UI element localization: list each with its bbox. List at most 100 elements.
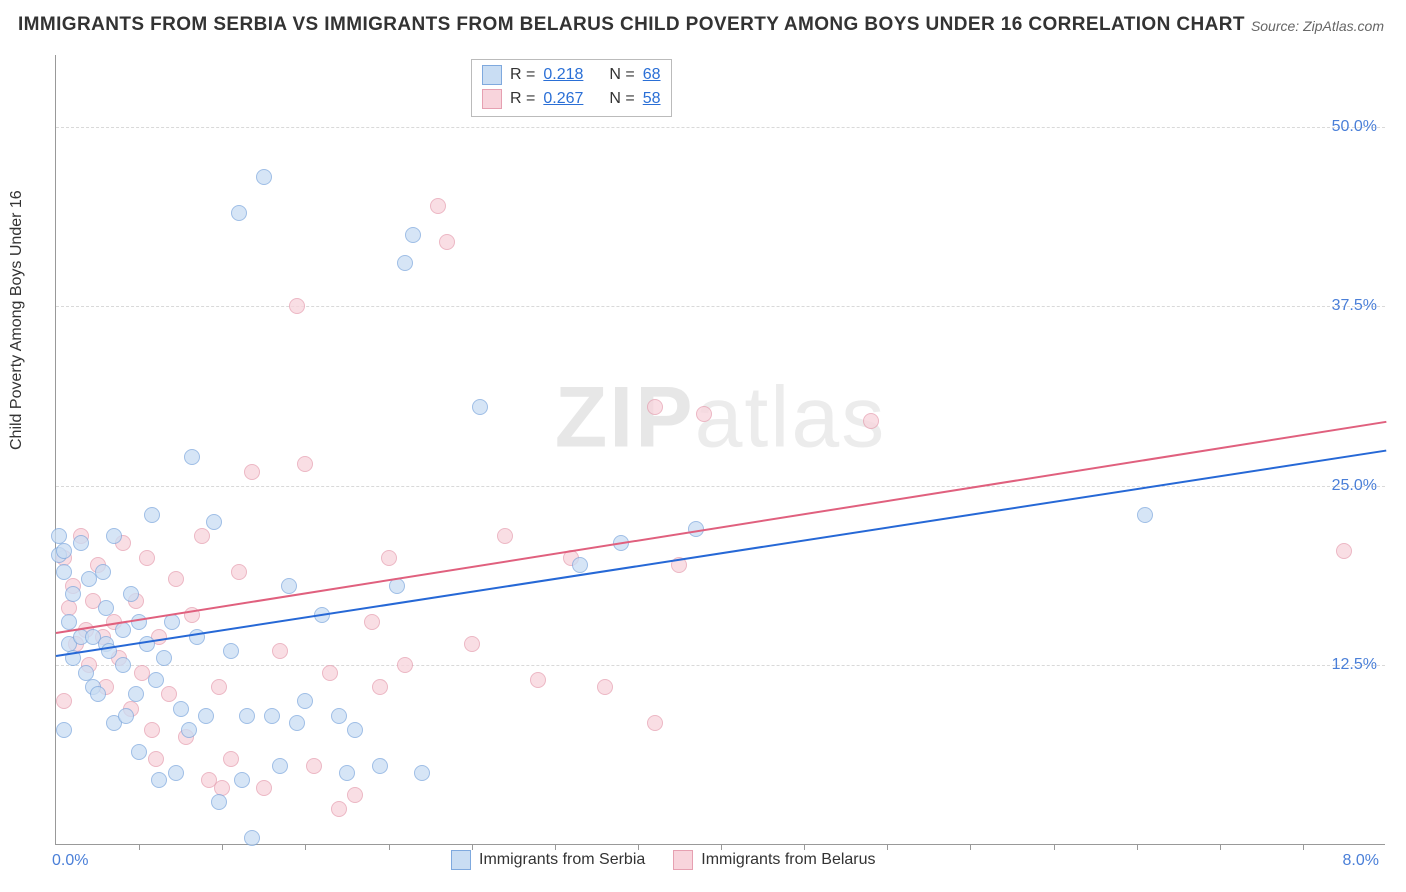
scatter-point-series2 <box>372 679 388 695</box>
trendline-series2 <box>56 421 1386 634</box>
stats-row: R = 0.267 N = 58 <box>482 87 661 111</box>
scatter-point-series1 <box>397 255 413 271</box>
scatter-point-series1 <box>65 586 81 602</box>
legend-item: Immigrants from Serbia <box>451 850 645 870</box>
scatter-point-series1 <box>572 557 588 573</box>
scatter-point-series1 <box>256 169 272 185</box>
stat-r-label: R = <box>510 90 535 108</box>
scatter-point-series1 <box>347 722 363 738</box>
x-axis-min-label: 0.0% <box>52 852 88 870</box>
scatter-point-series2 <box>597 679 613 695</box>
x-tick-mark <box>555 844 556 850</box>
scatter-point-series1 <box>123 586 139 602</box>
x-tick-mark <box>1054 844 1055 850</box>
scatter-point-series2 <box>297 456 313 472</box>
scatter-point-series2 <box>647 715 663 731</box>
scatter-point-series2 <box>863 413 879 429</box>
scatter-point-series2 <box>306 758 322 774</box>
scatter-point-series1 <box>281 578 297 594</box>
scatter-point-series1 <box>414 765 430 781</box>
gridline-h <box>56 127 1385 128</box>
scatter-point-series1 <box>131 744 147 760</box>
scatter-point-series1 <box>106 528 122 544</box>
scatter-point-series1 <box>339 765 355 781</box>
scatter-point-series1 <box>168 765 184 781</box>
scatter-point-series1 <box>184 449 200 465</box>
stat-n-label: N = <box>609 90 634 108</box>
scatter-point-series2 <box>256 780 272 796</box>
x-tick-mark <box>472 844 473 850</box>
scatter-point-series2 <box>397 657 413 673</box>
scatter-point-series1 <box>115 657 131 673</box>
scatter-point-series2 <box>272 643 288 659</box>
scatter-point-series2 <box>148 751 164 767</box>
gridline-h <box>56 665 1385 666</box>
swatch-series2 <box>673 850 693 870</box>
stat-n-value[interactable]: 68 <box>643 66 661 84</box>
scatter-point-series1 <box>198 708 214 724</box>
x-tick-mark <box>305 844 306 850</box>
scatter-point-series1 <box>90 686 106 702</box>
scatter-point-series1 <box>405 227 421 243</box>
x-tick-mark <box>721 844 722 850</box>
watermark-zip: ZIP <box>555 369 695 465</box>
scatter-point-series2 <box>381 550 397 566</box>
x-tick-mark <box>1303 844 1304 850</box>
y-axis-label: Child Poverty Among Boys Under 16 <box>8 190 26 450</box>
scatter-point-series1 <box>156 650 172 666</box>
y-tick-label: 12.5% <box>1332 656 1377 674</box>
stat-r-value[interactable]: 0.267 <box>543 90 583 108</box>
scatter-point-series1 <box>297 693 313 709</box>
scatter-point-series2 <box>231 564 247 580</box>
scatter-point-series2 <box>168 571 184 587</box>
x-tick-mark <box>1220 844 1221 850</box>
scatter-point-series1 <box>472 399 488 415</box>
scatter-point-series1 <box>239 708 255 724</box>
scatter-point-series2 <box>244 464 260 480</box>
scatter-point-series1 <box>244 830 260 846</box>
stat-n-value[interactable]: 58 <box>643 90 661 108</box>
swatch-series1 <box>482 65 502 85</box>
x-tick-mark <box>887 844 888 850</box>
x-tick-mark <box>1137 844 1138 850</box>
scatter-point-series1 <box>56 722 72 738</box>
scatter-point-series2 <box>647 399 663 415</box>
chart-title: IMMIGRANTS FROM SERBIA VS IMMIGRANTS FRO… <box>18 14 1245 36</box>
legend: Immigrants from Serbia Immigrants from B… <box>451 850 876 870</box>
scatter-point-series2 <box>139 550 155 566</box>
scatter-point-series1 <box>95 564 111 580</box>
correlation-stats-box: R = 0.218 N = 68 R = 0.267 N = 58 <box>471 59 672 117</box>
legend-label: Immigrants from Serbia <box>479 851 645 869</box>
scatter-point-series1 <box>73 535 89 551</box>
legend-label: Immigrants from Belarus <box>701 851 875 869</box>
scatter-point-series2 <box>430 198 446 214</box>
scatter-point-series2 <box>364 614 380 630</box>
scatter-point-series1 <box>56 543 72 559</box>
scatter-point-series1 <box>139 636 155 652</box>
scatter-point-series1 <box>189 629 205 645</box>
scatter-point-series1 <box>148 672 164 688</box>
scatter-point-series1 <box>1137 507 1153 523</box>
scatter-point-series1 <box>118 708 134 724</box>
scatter-point-series1 <box>231 205 247 221</box>
scatter-point-series1 <box>56 564 72 580</box>
scatter-point-series2 <box>464 636 480 652</box>
watermark-atlas: atlas <box>695 369 887 465</box>
scatter-point-series1 <box>389 578 405 594</box>
plot-area: ZIPatlas R = 0.218 N = 68 R = 0.267 N = … <box>55 55 1385 845</box>
legend-item: Immigrants from Belarus <box>673 850 875 870</box>
scatter-point-series1 <box>98 600 114 616</box>
scatter-point-series2 <box>144 722 160 738</box>
stat-r-value[interactable]: 0.218 <box>543 66 583 84</box>
scatter-point-series1 <box>234 772 250 788</box>
scatter-point-series1 <box>211 794 227 810</box>
swatch-series2 <box>482 89 502 109</box>
gridline-h <box>56 306 1385 307</box>
swatch-series1 <box>451 850 471 870</box>
scatter-point-series1 <box>372 758 388 774</box>
scatter-point-series2 <box>161 686 177 702</box>
scatter-point-series1 <box>331 708 347 724</box>
scatter-point-series1 <box>173 701 189 717</box>
scatter-point-series2 <box>194 528 210 544</box>
scatter-point-series1 <box>144 507 160 523</box>
